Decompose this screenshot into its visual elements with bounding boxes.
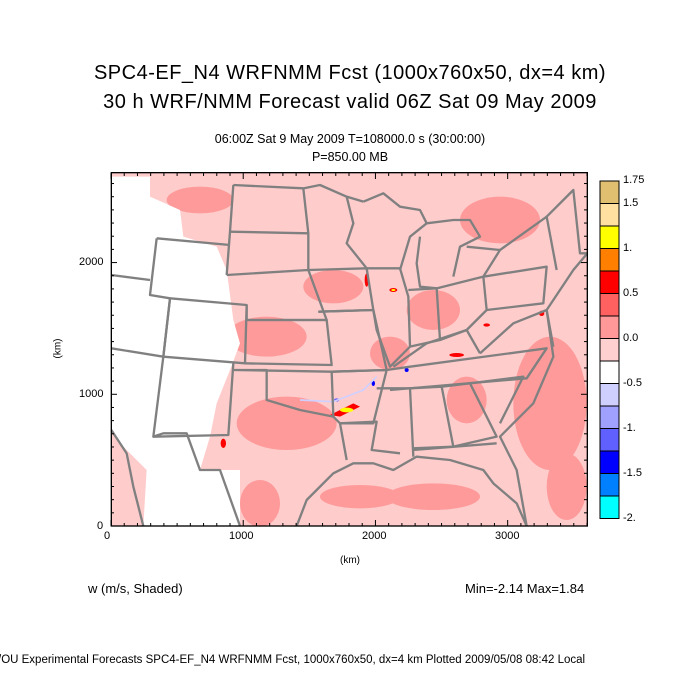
colorbar-swatch <box>599 338 620 362</box>
valid-time-label: 06:00Z Sat 9 May 2009 T=108000.0 s (30:0… <box>214 132 486 146</box>
colorbar-label: -1. <box>623 421 636 434</box>
y-axis-label: (km) <box>52 338 64 359</box>
map-field <box>110 171 589 527</box>
colorbar-swatch <box>599 270 620 294</box>
pressure-level-label: P=850.00 MB <box>311 150 389 164</box>
colorbar-label: -0.5 <box>623 376 642 389</box>
state-boundaries <box>111 183 588 527</box>
colorbar-swatch <box>599 450 620 474</box>
plot-title-line1: SPC4-EF_N4 WRFNMM Fcst (1000x760x50, dx=… <box>93 62 607 84</box>
colorbar-swatch <box>599 248 620 272</box>
colorbar-swatch <box>599 293 620 317</box>
colorbar-swatch <box>599 428 620 452</box>
x-tick-1000: 1000 <box>229 530 254 542</box>
axis-ticks <box>110 173 588 527</box>
colorbar-swatch <box>599 180 620 204</box>
downdraft-white-area <box>111 176 240 526</box>
colorbar-label: 1.75 <box>623 174 645 186</box>
strong-updraft-cells <box>220 273 545 448</box>
colorbar-label: 0.5 <box>623 286 639 299</box>
colorbar-swatch <box>599 315 620 339</box>
colorbar <box>599 180 620 519</box>
colorbar-swatch <box>599 360 620 384</box>
x-tick-0: 0 <box>104 530 111 542</box>
x-axis-label: (km) <box>340 555 360 566</box>
plot-title-line2: 30 h WRF/NMM Forecast valid 06Z Sat 09 M… <box>103 91 597 113</box>
field-label: w (m/s, Shaded) <box>88 581 183 596</box>
colorbar-label: 0.0 <box>623 331 639 344</box>
x-tick-3000: 3000 <box>495 530 520 542</box>
x-tick-2000: 2000 <box>362 530 387 542</box>
colorbar-swatch <box>599 203 620 227</box>
colorbar-label: -2. <box>623 511 636 524</box>
min-max-label: Min=-2.14 Max=1.84 <box>465 581 585 596</box>
y-tick-1000: 1000 <box>79 388 104 400</box>
y-tick-0: 0 <box>97 520 104 532</box>
coastline <box>110 252 589 527</box>
colorbar-swatch <box>599 495 620 519</box>
colorbar-swatch <box>599 405 620 429</box>
colorbar-swatch <box>599 473 620 497</box>
colorbar-swatch <box>599 225 620 249</box>
y-tick-2000: 2000 <box>79 256 104 268</box>
colorbar-label: 1. <box>623 241 633 254</box>
colorbar-swatch <box>599 383 620 407</box>
footer-label: /OU Experimental Forecasts SPC4-EF_N4 WR… <box>0 654 586 666</box>
colorbar-label: 1.5 <box>623 196 639 209</box>
colorbar-label: -1.5 <box>623 466 642 479</box>
